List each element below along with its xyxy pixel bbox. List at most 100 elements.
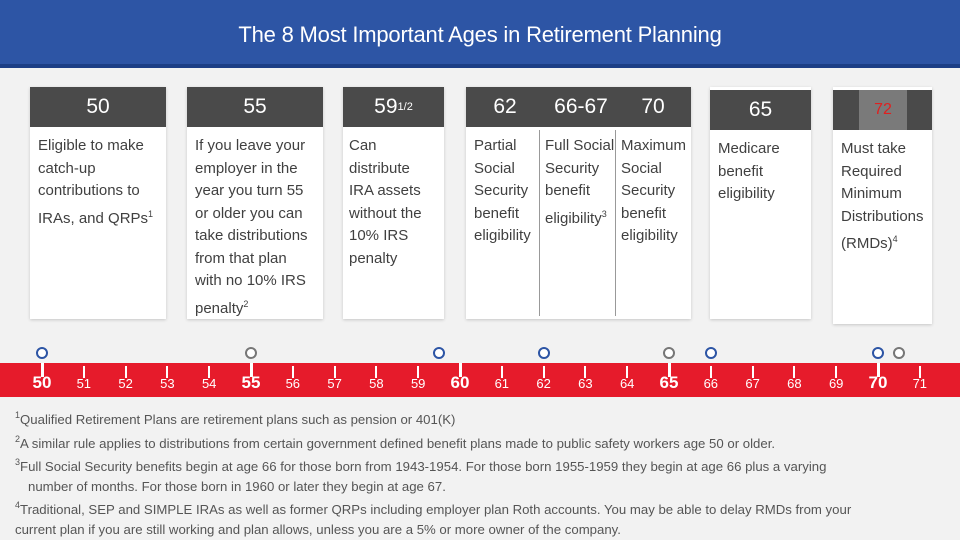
text-line: Social [621, 159, 662, 177]
timeline-age-label: 58 [369, 376, 384, 391]
timeline-tick [626, 366, 629, 378]
text-line: eligibility3 [545, 208, 607, 227]
timeline-age-label: 57 [327, 376, 342, 391]
text-line: Security [474, 182, 529, 199]
text-line: IRA assets [349, 182, 421, 199]
timeline-age-label: 50 [32, 373, 52, 392]
timeline-age-label: 52 [118, 376, 133, 391]
card-text-66-67: Full Social Security benefit eligibility… [545, 135, 614, 230]
footnote-ref: 3 [601, 208, 607, 219]
timeline-marker [892, 347, 905, 359]
timeline-age-label: 62 [536, 376, 551, 391]
text-line: benefit [474, 204, 520, 222]
timeline-tick [458, 363, 462, 377]
footnote-ref: 4 [892, 234, 898, 244]
text-line: Maximum [621, 137, 687, 154]
timeline-tick [208, 366, 211, 378]
timeline-tick [876, 363, 880, 377]
timeline-tick [40, 363, 44, 377]
text-line: penalty2 [195, 298, 249, 317]
timeline-marker [537, 347, 550, 359]
text-line: with no 10% IRS [195, 272, 306, 289]
footnote-3-cont: number of months. For those born in 1960… [28, 478, 446, 494]
card-text: Can distribute IRA assets without the 10… [349, 135, 422, 270]
timeline-tick [500, 366, 503, 378]
age-fraction: 1/2 [397, 101, 413, 113]
text-line: If you leave your [195, 137, 306, 154]
age-header: 72 [859, 90, 907, 130]
timeline-tick [542, 366, 545, 378]
timeline-age-label: 60 [450, 373, 470, 392]
page-title: The 8 Most Important Ages in Retirement … [238, 22, 722, 47]
timeline-tick [166, 366, 169, 378]
timeline-age-label: 66 [703, 376, 719, 391]
timeline-marker [433, 347, 446, 359]
card-text: Eligible to make catch-up contributions … [38, 135, 153, 230]
timeline-tick [793, 366, 796, 378]
timeline-bar [0, 363, 960, 397]
card-age-59-half: 59 1/2 Can distribute IRA assets without … [343, 87, 444, 319]
timeline-age-label: 65 [659, 373, 679, 392]
footnote-1: 1Qualified Retirement Plans are retireme… [15, 410, 456, 427]
text-line: year you turn 55 [195, 182, 304, 199]
text-line: Required [841, 162, 902, 180]
timeline-tick [124, 366, 127, 378]
text-line: Full Social [545, 137, 615, 154]
timeline-tick [709, 366, 712, 378]
timeline-age-label: 70 [868, 373, 888, 392]
timeline-marker [872, 347, 884, 359]
age-header: 62 [493, 95, 517, 118]
timeline-age-label: 69 [828, 376, 844, 391]
timeline-tick [249, 363, 253, 377]
card-text-70: Maximum Social Security benefit eligibil… [621, 135, 686, 248]
timeline-age-label: 59 [410, 376, 426, 391]
text-line: Security [545, 159, 600, 177]
text-line: eligibility [621, 227, 678, 244]
text-line: 10% IRS [349, 227, 409, 244]
text-line: Must take [841, 140, 907, 157]
age-header: 50 [30, 87, 166, 127]
timeline-age-label: 64 [619, 376, 635, 391]
text-line: from that plan [195, 249, 287, 267]
timeline-marker [704, 347, 717, 359]
text-line: benefit [621, 204, 667, 222]
text-line: Distributions [841, 207, 924, 225]
text-line: eligibility [718, 185, 775, 202]
timeline-tick [751, 366, 754, 378]
card-text: If you leave your employer in the year y… [195, 135, 308, 320]
text-line: penalty [349, 249, 398, 267]
timeline-tick [835, 366, 838, 378]
timeline-age-label: 68 [787, 376, 802, 391]
footnote-ref: 1 [148, 208, 154, 219]
timeline-marker [245, 347, 257, 359]
text-line: Social [474, 159, 515, 177]
title-banner [0, 0, 960, 68]
timeline-tick [291, 366, 294, 378]
text-line: benefit [718, 162, 764, 180]
timeline-age-label: 53 [160, 376, 175, 391]
card-age-50: 50 Eligible to make catch-up contributio… [30, 87, 166, 319]
card-text-62: Partial Social Security benefit eligibil… [474, 135, 531, 248]
card-text: Must take Required Minimum Distributions… [841, 138, 924, 256]
timeline-tick [584, 366, 587, 378]
text-line: Minimum [841, 185, 902, 202]
text-line: eligibility [474, 227, 531, 244]
text-line: distribute [349, 159, 410, 177]
footnote-4: 4Traditional, SEP and SIMPLE IRAs as wel… [15, 500, 852, 517]
card-social-security: 62 66-67 70 Partial Social Security bene… [466, 87, 691, 319]
text-line: contributions to [38, 182, 140, 199]
footnote-ref: 2 [243, 298, 249, 309]
timeline-age-label: 51 [76, 376, 92, 391]
age-header: 65 [710, 90, 811, 130]
timeline-age-label: 67 [745, 376, 760, 391]
footnote-2: 2A similar rule applies to distributions… [15, 433, 776, 451]
footnote-3: 3Full Social Security benefits begin at … [15, 457, 827, 474]
timeline-age-label: 61 [494, 376, 510, 391]
text-line: take distributions [195, 227, 308, 244]
footnote-4-cont: current plan if you are still working an… [15, 521, 621, 537]
card-age-65: 65 Medicare benefit eligibility [710, 87, 811, 319]
text-line: or older you can [195, 204, 303, 222]
age-header: 70 [641, 95, 665, 118]
timeline-marker [663, 347, 675, 359]
timeline-tick [333, 366, 336, 378]
